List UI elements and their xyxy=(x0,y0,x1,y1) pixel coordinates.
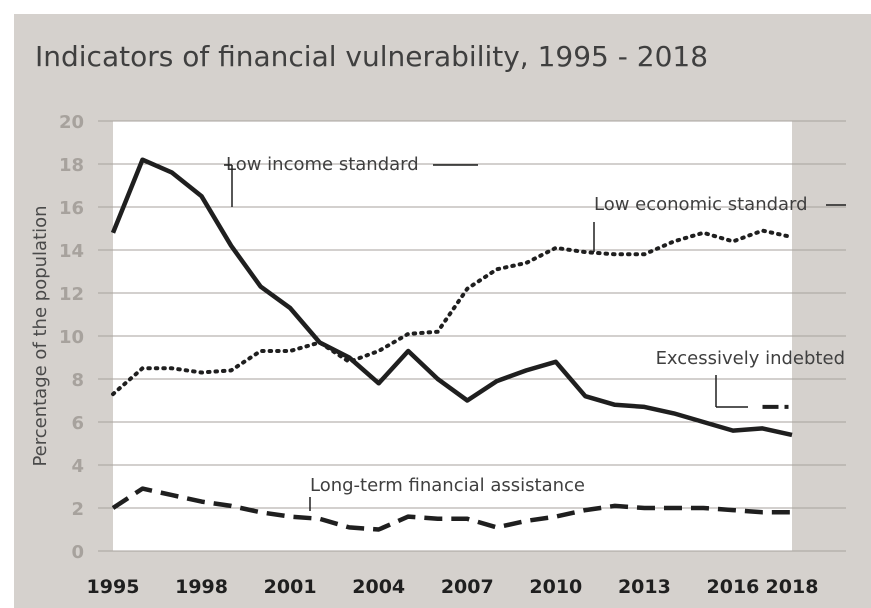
x-tick-label: 1998 xyxy=(175,576,228,598)
series-label: Low economic standard xyxy=(594,194,808,215)
y-tick-label: 0 xyxy=(71,542,84,563)
series-line-solid xyxy=(110,157,793,438)
y-tick-label: 8 xyxy=(71,370,84,391)
y-axis-label: Percentage of the population xyxy=(30,205,51,466)
series-line-dashed xyxy=(111,486,792,532)
series-line-dotted xyxy=(111,228,794,397)
series-label: Low income standard xyxy=(226,154,419,175)
x-tick-label: 2010 xyxy=(529,576,582,598)
y-tick-label: 10 xyxy=(59,327,84,348)
x-tick-label: 1995 xyxy=(87,576,140,598)
y-tick-label: 16 xyxy=(59,198,84,219)
x-tick-label: 2016 xyxy=(707,576,760,598)
x-tick-label: 2018 xyxy=(766,576,819,598)
series-label: Excessively indebted xyxy=(656,348,845,369)
y-tick-label: 2 xyxy=(71,499,84,520)
x-tick-label: 2007 xyxy=(441,576,494,598)
y-tick-label: 4 xyxy=(71,456,84,477)
x-tick-label: 2004 xyxy=(352,576,405,598)
series-label: Long-term financial assistance xyxy=(310,475,585,496)
y-tick-label: 14 xyxy=(59,241,84,262)
y-tick-label: 18 xyxy=(59,155,84,176)
y-tick-label: 12 xyxy=(59,284,84,305)
y-tick-label: 20 xyxy=(59,112,84,133)
x-tick-label: 2013 xyxy=(618,576,671,598)
chart-title: Indicators of financial vulnerability, 1… xyxy=(35,40,708,73)
y-tick-label: 6 xyxy=(71,413,84,434)
x-tick-label: 2001 xyxy=(264,576,317,598)
